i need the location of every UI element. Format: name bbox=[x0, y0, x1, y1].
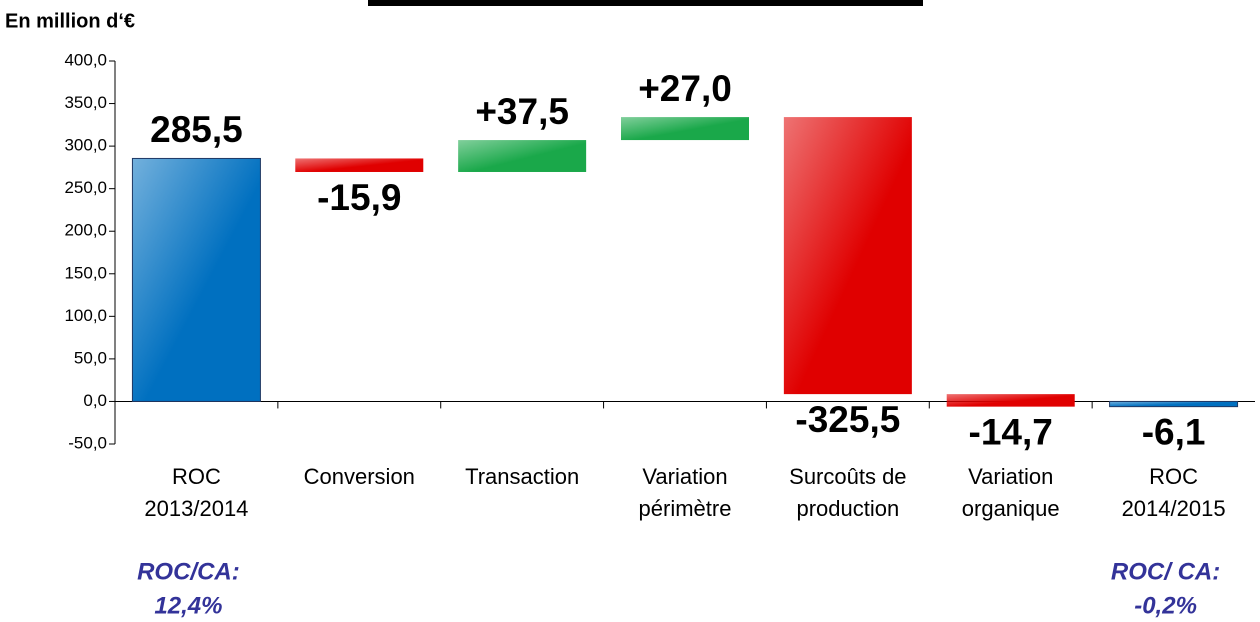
y-axis-label: En million d‘€ bbox=[5, 10, 135, 32]
y-tick-label: 50,0 bbox=[74, 348, 107, 367]
value-label: -15,9 bbox=[317, 177, 401, 218]
y-tick-label: 200,0 bbox=[64, 221, 107, 240]
x-tick-label: 2014/2015 bbox=[1122, 496, 1226, 521]
value-label: +37,5 bbox=[475, 91, 569, 132]
annotation: -0,2% bbox=[1134, 592, 1197, 619]
value-label: +27,0 bbox=[638, 68, 732, 109]
x-tick-label: ROC bbox=[1149, 464, 1198, 489]
bar bbox=[1109, 400, 1239, 408]
y-tick-label: 250,0 bbox=[64, 178, 107, 197]
value-label: -325,5 bbox=[795, 399, 900, 440]
bar bbox=[946, 394, 1075, 407]
bar bbox=[131, 157, 261, 402]
bar bbox=[783, 117, 912, 395]
value-label: 285,5 bbox=[150, 109, 243, 150]
x-tick-label: production bbox=[796, 496, 899, 521]
x-tick-label: ROC bbox=[172, 464, 221, 489]
x-tick-label: 2013/2014 bbox=[144, 496, 248, 521]
annotation: ROC/ CA: bbox=[1111, 558, 1220, 585]
annotation: 12,4% bbox=[154, 592, 222, 619]
y-tick-label: 400,0 bbox=[64, 50, 107, 69]
value-label: -6,1 bbox=[1142, 411, 1206, 452]
bar bbox=[458, 140, 587, 172]
x-tick-label: Conversion bbox=[304, 464, 415, 489]
title-rule bbox=[368, 0, 923, 6]
x-tick-label: Variation bbox=[642, 464, 727, 489]
x-tick-label: périmètre bbox=[639, 496, 732, 521]
y-tick-label: 300,0 bbox=[64, 136, 107, 155]
y-tick-label: 150,0 bbox=[64, 263, 107, 282]
y-tick-label: 350,0 bbox=[64, 93, 107, 112]
value-label: -14,7 bbox=[969, 411, 1053, 452]
y-tick-label: 0,0 bbox=[83, 391, 107, 410]
bar bbox=[295, 158, 424, 172]
x-tick-label: Surcoûts de bbox=[789, 464, 906, 489]
y-tick-label: -50,0 bbox=[68, 433, 107, 452]
bar bbox=[621, 117, 749, 141]
x-tick-label: organique bbox=[962, 496, 1060, 521]
x-tick-label: Transaction bbox=[465, 464, 579, 489]
y-tick-label: 100,0 bbox=[64, 306, 107, 325]
annotation: ROC/CA: bbox=[137, 558, 240, 585]
x-tick-label: Variation bbox=[968, 464, 1053, 489]
